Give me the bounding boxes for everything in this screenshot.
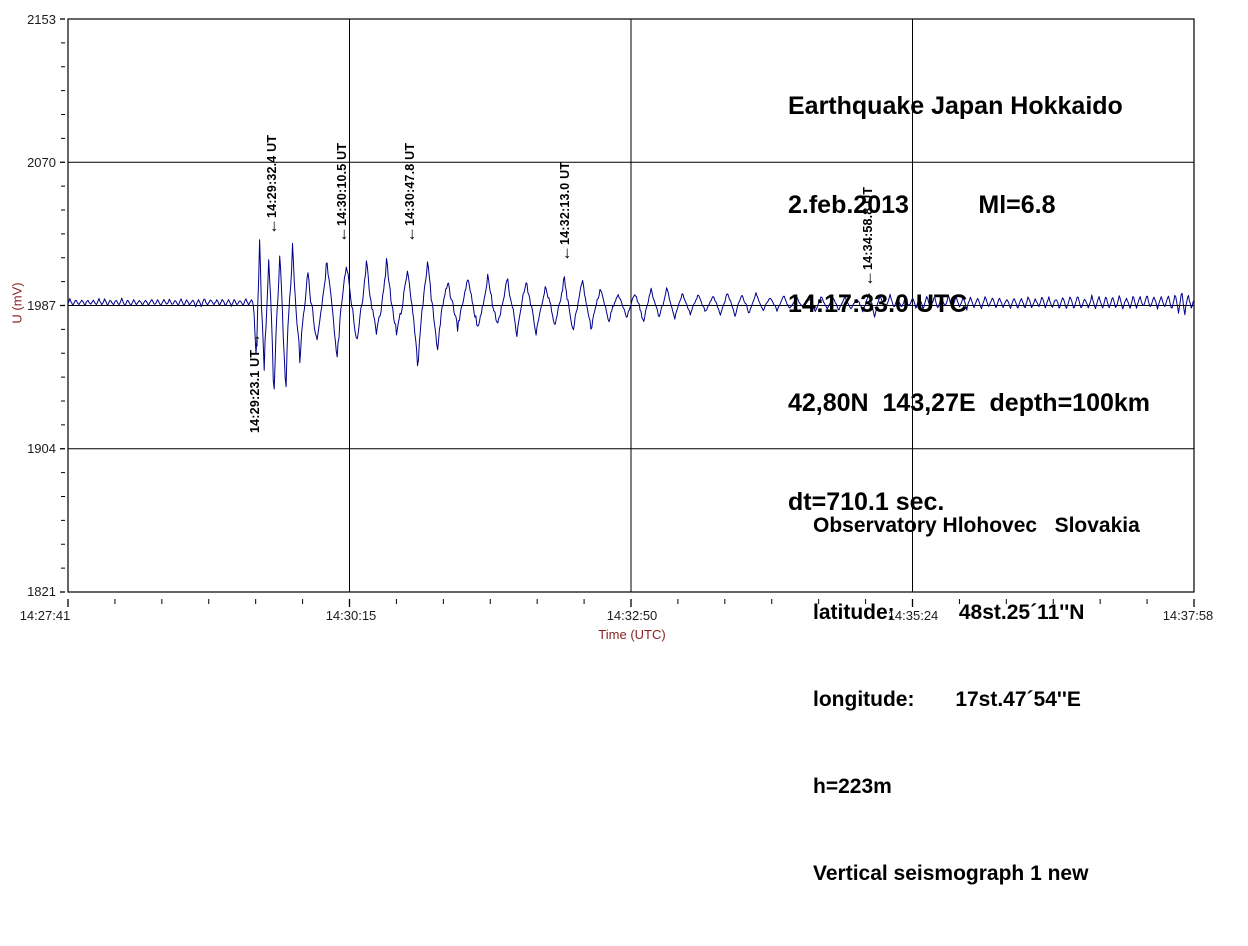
arrow-down-icon: ←: [262, 217, 282, 235]
station-info-block: Observatory Hlohovec Slovakia latitude: …: [813, 453, 1140, 946]
arrival-annotation: 14:29:23.1 UT→: [245, 332, 265, 434]
station-line-longitude: longitude: 17st.47´54''E: [813, 688, 1081, 711]
arrow-down-icon: ←: [857, 269, 877, 287]
earthquake-info-block: Earthquake Japan Hokkaido 2.feb.2013 Ml=…: [788, 24, 1150, 585]
y-tick-label: 1821: [27, 584, 56, 599]
x-axis-title: Time (UTC): [598, 627, 666, 642]
station-line-name: Observatory Hlohovec Slovakia: [813, 514, 1140, 537]
station-line-instrument: Vertical seismograph 1 new: [813, 862, 1089, 885]
y-tick-label: 1987: [27, 298, 56, 313]
info-line-location: 42,80N 143,27E depth=100km: [788, 389, 1151, 417]
x-tick-label: 14:37:58: [1162, 608, 1214, 623]
seismogram-canvas: [60, 18, 1195, 607]
arrow-down-icon: ←: [399, 226, 419, 244]
y-tick-label: 2153: [27, 12, 56, 27]
arrival-annotation: ←14:30:47.8 UT: [399, 143, 419, 244]
x-tick-label: 14:32:50: [606, 608, 658, 623]
arrival-time-label: 14:29:23.1 UT: [248, 349, 263, 434]
arrow-up-icon: →: [245, 332, 265, 350]
arrival-annotation: ←14:34:58.8 UT: [857, 186, 877, 287]
y-tick-label: 1904: [27, 441, 56, 456]
station-line-height: h=223m: [813, 775, 892, 798]
seismogram-page: 2153 2070 1987 1904 1821 14:27:41 14:30:…: [9, 12, 1214, 885]
arrival-time-label: 14:34:58.8 UT: [860, 186, 875, 270]
arrival-annotation: ←14:29:32.4 UT: [262, 134, 282, 235]
y-axis-title: U (mV): [9, 282, 25, 324]
info-line-date-mag: 2.feb.2013 Ml=6.8: [788, 191, 1056, 219]
arrival-time-label: 14:30:47.8 UT: [402, 143, 417, 227]
info-line-dt: dt=710.1 sec.: [788, 488, 945, 516]
station-line-latitude: latitude: 48st.25´11''N: [813, 601, 1085, 624]
arrival-time-label: 14:30:10.5 UT: [334, 143, 349, 227]
arrow-down-icon: ←: [331, 226, 351, 244]
arrival-time-label: 14:32:13.0 UT: [558, 162, 573, 246]
arrival-annotation: ←14:30:10.5 UT: [331, 143, 351, 244]
arrival-annotation: ←14:32:13.0 UT: [555, 162, 575, 263]
x-tick-label: 14:35:24: [887, 608, 939, 623]
info-line-event: Earthquake Japan Hokkaido: [788, 92, 1123, 120]
x-tick-label: 14:30:15: [325, 608, 377, 623]
y-tick-label: 2070: [27, 155, 56, 170]
info-line-time: 14:17:33.0 UTC: [788, 290, 968, 318]
x-tick-label: 14:27:41: [19, 608, 71, 623]
arrival-time-label: 14:29:32.4 UT: [265, 134, 280, 218]
arrow-down-icon: ←: [555, 245, 575, 263]
